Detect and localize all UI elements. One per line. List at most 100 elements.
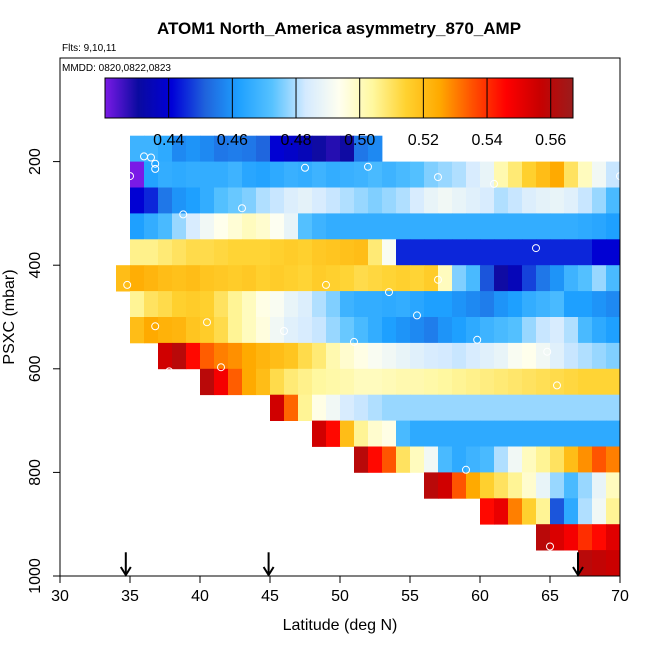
- y-tick-label: 1000: [27, 558, 44, 594]
- heatmap-cell: [340, 239, 355, 266]
- heatmap-cell: [634, 498, 648, 524]
- heatmap-cell: [270, 342, 285, 370]
- heatmap-cell: [284, 135, 299, 162]
- heatmap-cell: [578, 472, 593, 499]
- heatmap-cell: [536, 239, 551, 266]
- heatmap-cell: [172, 342, 187, 370]
- colorbar-tick-label: 0.50: [344, 132, 375, 149]
- heatmap-cell: [536, 187, 551, 214]
- heatmap-cell: [312, 291, 327, 318]
- colorbar-tick-label: 0.54: [471, 132, 502, 149]
- heatmap-cell: [396, 161, 411, 188]
- heatmap-cell: [522, 368, 537, 396]
- heatmap-cell: [424, 213, 439, 240]
- heatmap-cell: [270, 394, 285, 421]
- heatmap-cell: [354, 187, 369, 214]
- heatmap-cell: [480, 498, 495, 525]
- heatmap-cell: [508, 446, 523, 473]
- heatmap-cell: [242, 342, 257, 370]
- heatmap-cell: [144, 317, 159, 344]
- heatmap-cell: [480, 317, 495, 344]
- heatmap-cell: [354, 368, 369, 396]
- heatmap-cell: [452, 368, 467, 396]
- heatmap-cell: [522, 446, 537, 473]
- sample-point: [473, 335, 482, 344]
- heatmap-cell: [368, 135, 383, 162]
- heatmap-cell: [200, 368, 215, 396]
- heatmap-cell: [382, 239, 397, 266]
- heatmap-cell: [620, 343, 634, 369]
- heatmap-cell: [466, 446, 481, 473]
- x-tick-label: 45: [261, 588, 279, 605]
- heatmap-cell: [508, 342, 523, 370]
- heatmap-cell: [536, 446, 551, 473]
- heatmap-cell: [424, 317, 439, 344]
- heatmap-cell: [340, 161, 355, 188]
- heatmap-cell: [158, 161, 173, 188]
- heatmap-cell: [578, 161, 593, 188]
- heatmap-cell: [536, 342, 551, 370]
- heatmap-cell: [424, 368, 439, 396]
- heatmap-cell: [214, 317, 229, 344]
- x-tick-label: 70: [611, 588, 629, 605]
- heatmap-cell: [536, 524, 551, 551]
- heatmap-cell: [592, 265, 607, 292]
- heatmap-cell: [578, 498, 593, 525]
- heatmap-cell: [592, 524, 607, 551]
- x-axis: 30 35 40 45 50 55 60 65 70: [51, 576, 629, 605]
- heatmap-cell: [536, 498, 551, 525]
- heatmap-cell: [634, 343, 648, 369]
- heatmap-cell: [368, 317, 383, 344]
- heatmap-cell: [634, 447, 648, 473]
- heatmap-cell: [536, 291, 551, 318]
- heatmap-cell: [522, 161, 537, 188]
- heatmap-cell: [382, 394, 397, 421]
- heatmap-cell: [158, 342, 173, 370]
- heatmap-cell: [270, 239, 285, 266]
- heatmap-cell: [326, 291, 341, 318]
- heatmap-cell: [578, 524, 593, 551]
- heatmap-cell: [354, 265, 369, 292]
- heatmap-cell: [424, 394, 439, 421]
- heatmap-cell: [578, 239, 593, 266]
- heatmap-cell: [270, 368, 285, 396]
- heatmap-cell: [144, 161, 159, 188]
- heatmap-cell: [480, 239, 495, 266]
- heatmap-cell: [536, 420, 551, 447]
- heatmap-cell: [634, 524, 648, 550]
- heatmap-cell: [494, 394, 509, 421]
- heatmap-cell: [228, 291, 243, 318]
- heatmap-cell: [592, 213, 607, 240]
- sample-point: [126, 172, 134, 181]
- heatmap-cell: [326, 239, 341, 266]
- heatmap-cell: [480, 342, 495, 370]
- flight-arrow-head: [572, 566, 584, 577]
- heatmap-cell: [466, 265, 481, 292]
- heatmap-cell: [424, 446, 439, 473]
- heatmap-cell: [424, 472, 439, 499]
- heatmap-cell: [228, 161, 243, 188]
- heatmap-cell: [256, 342, 271, 370]
- heatmap-cell: [578, 317, 593, 344]
- heatmap-cell: [606, 472, 620, 499]
- heatmap-cell: [494, 472, 509, 499]
- heatmap-cell: [214, 213, 229, 240]
- heatmap-cell: [592, 446, 607, 473]
- heatmap-cell: [606, 213, 620, 240]
- heatmap-cell: [214, 342, 229, 370]
- heatmap-cell: [340, 342, 355, 370]
- heatmap-cell: [368, 187, 383, 214]
- heatmap-cell: [508, 317, 523, 344]
- heatmap-cell: [424, 420, 439, 447]
- heatmap-cell: [564, 161, 579, 188]
- heatmap-cell: [270, 291, 285, 318]
- heatmap-cell: [326, 342, 341, 370]
- x-tick-label: 65: [541, 588, 559, 605]
- heatmap-cell: [634, 291, 648, 317]
- heatmap-cell: [452, 291, 467, 318]
- heatmap-cell: [284, 368, 299, 396]
- heatmap-cell: [522, 420, 537, 447]
- heatmap-cell: [410, 239, 425, 266]
- heatmap-cell: [326, 317, 341, 344]
- heatmap-cell: [508, 265, 523, 292]
